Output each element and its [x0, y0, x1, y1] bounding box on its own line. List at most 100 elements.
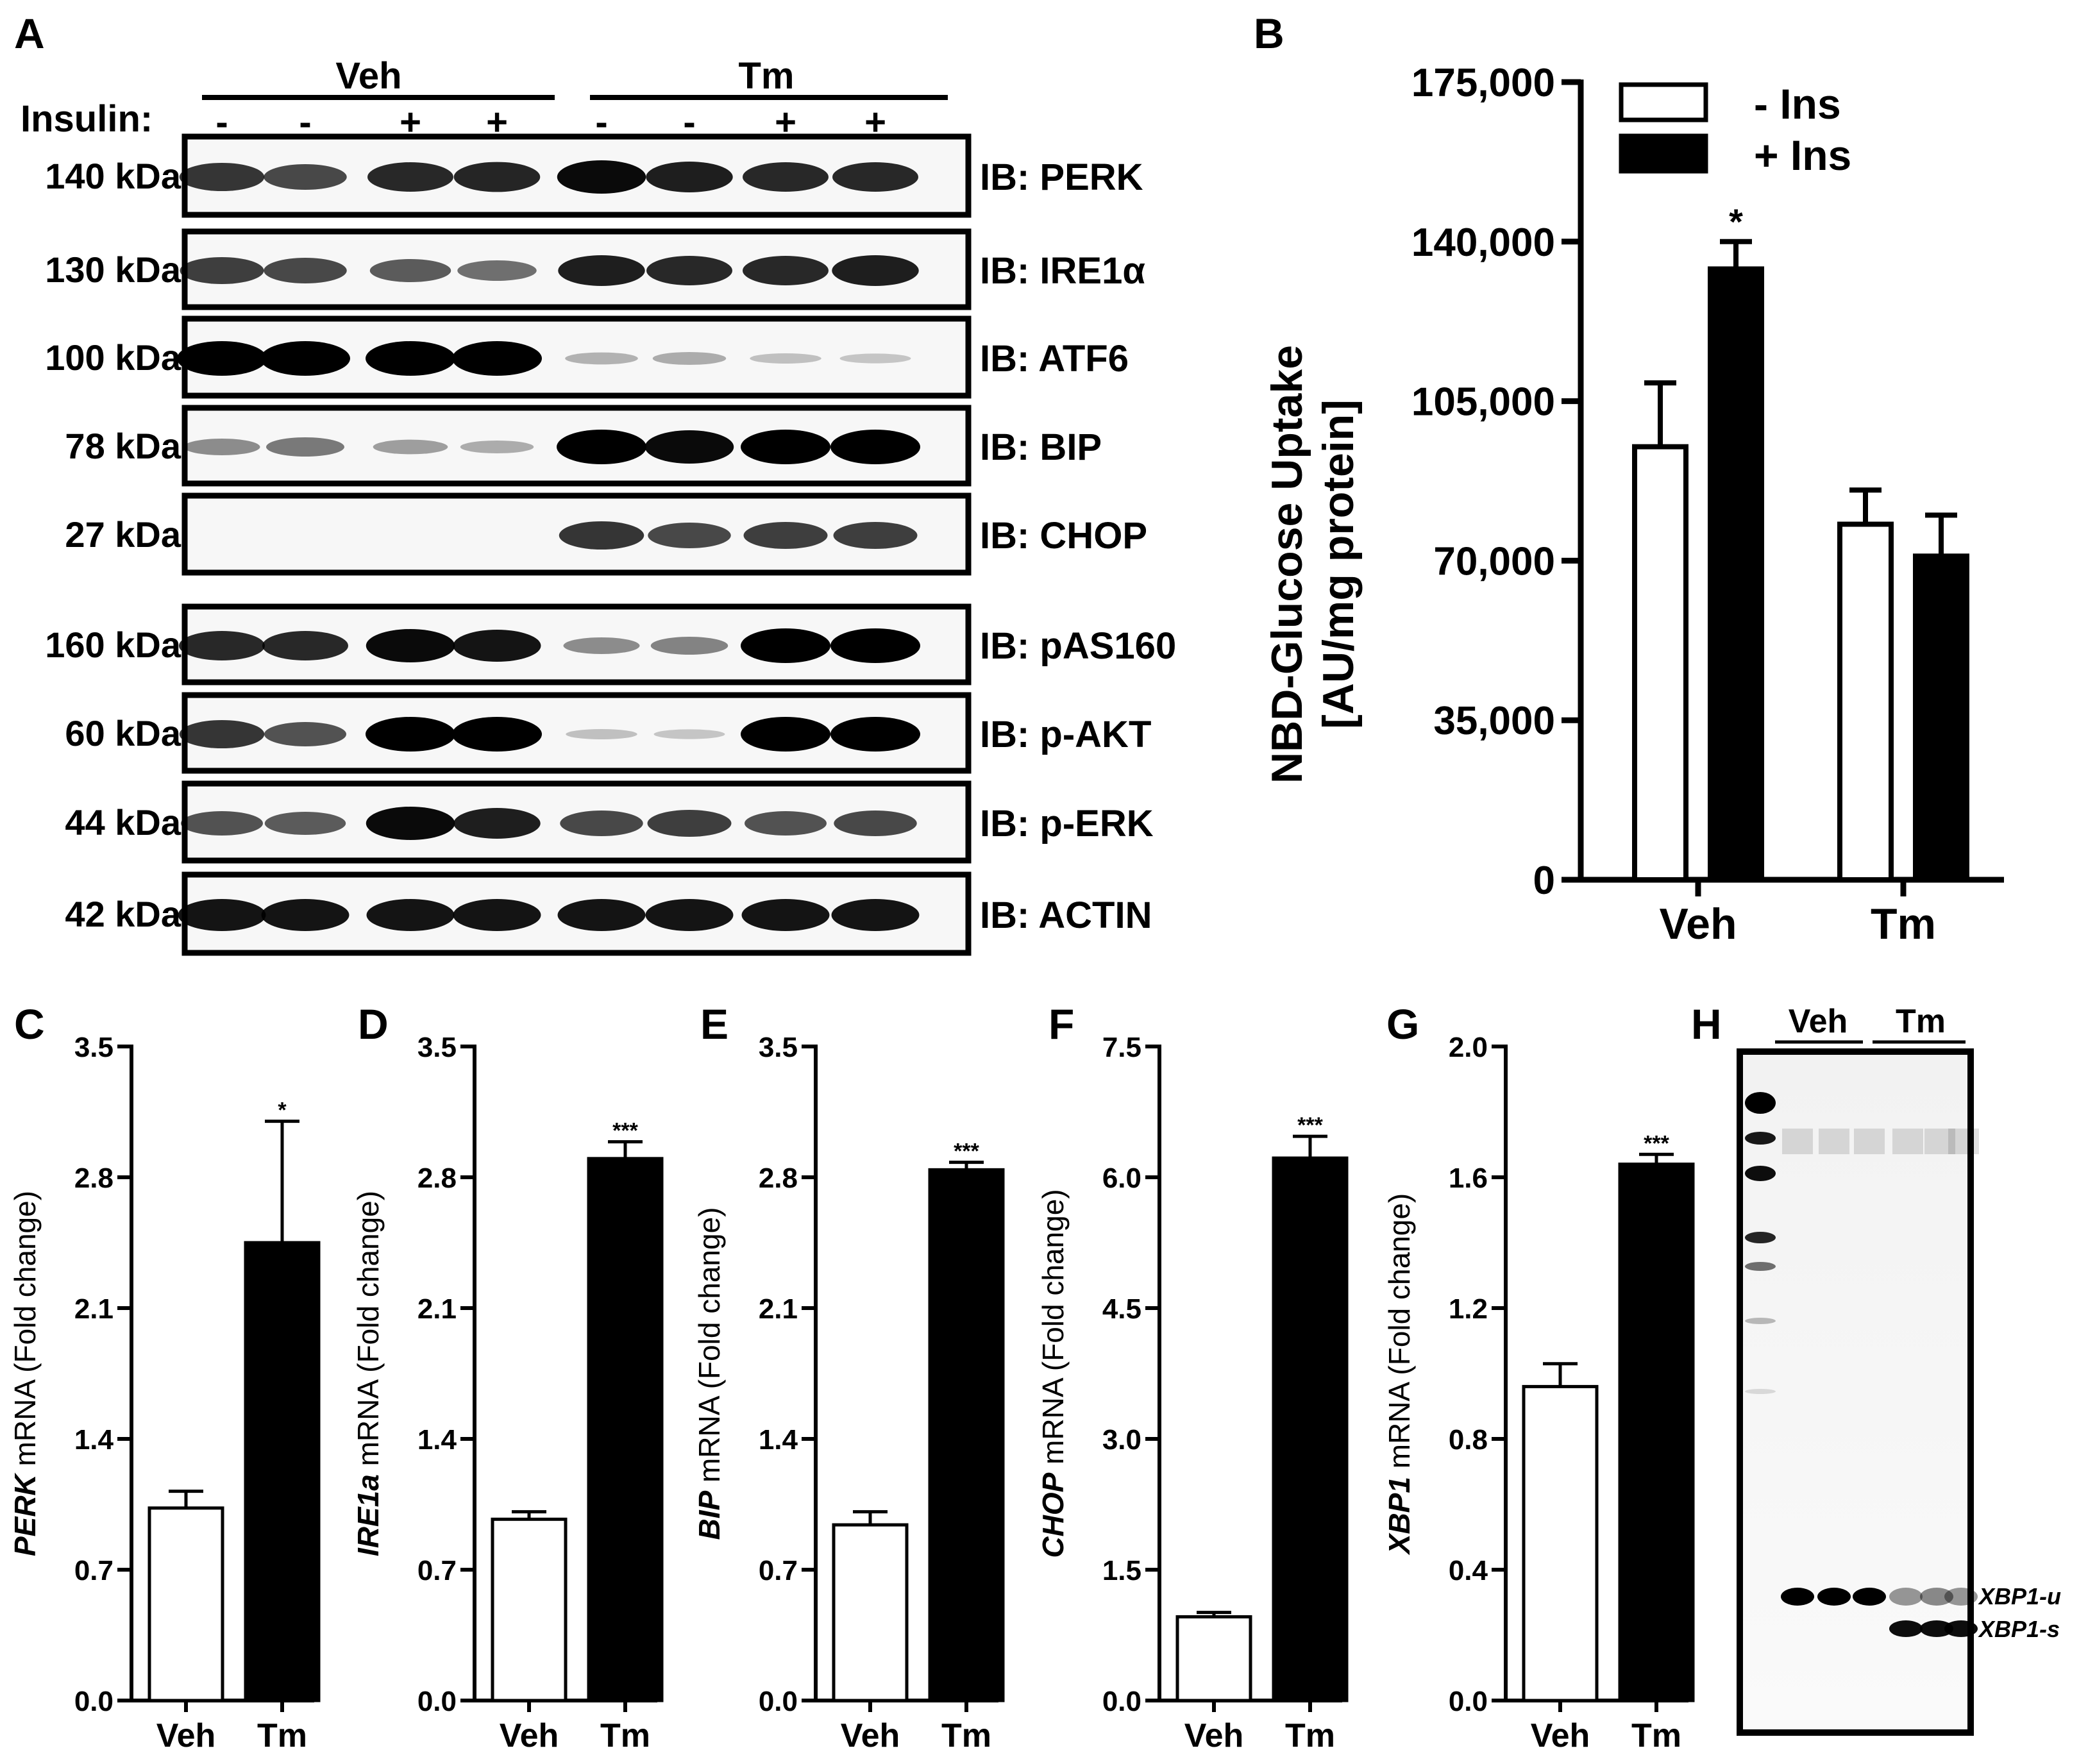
panel-letter-f: F: [1048, 1000, 1074, 1048]
blot-band: [645, 899, 734, 931]
significance-marker: *: [1729, 201, 1743, 242]
y-tick-label: 1.4: [74, 1424, 114, 1456]
insulin-label: Insulin:: [21, 98, 153, 140]
well-smear: [1819, 1129, 1849, 1154]
chart-bars: *: [1632, 201, 1969, 882]
bar-veh: [147, 1506, 224, 1702]
blot-band: [369, 259, 451, 282]
significance-marker: ***: [1297, 1113, 1323, 1138]
blot-band: [373, 439, 448, 455]
y-tick-label: 2.1: [417, 1293, 457, 1325]
blot-band: [266, 437, 344, 457]
x-tick-label-tm: Tm: [257, 1717, 307, 1754]
gel-band-xbp1-u: [1853, 1588, 1886, 1606]
gel-band-xbp1-u: [1817, 1588, 1851, 1606]
blot-band: [366, 899, 455, 931]
blot-size-label: 27 kDa: [65, 514, 181, 555]
blot-band: [366, 807, 455, 840]
y-tick-label: 3.0: [1102, 1424, 1141, 1456]
y-axis-title-gene: BIP: [693, 1490, 726, 1540]
legend-swatch-minus-ins: [1619, 82, 1708, 122]
blot-antibody-label: IB: PERK: [980, 156, 1143, 198]
panel-letter-c: C: [14, 1000, 45, 1048]
blot-size-label: 42 kDa: [65, 894, 181, 934]
y-tick-label: 2.1: [74, 1293, 114, 1325]
blot-row-chop: 27 kDa IB: CHOP: [65, 492, 1147, 576]
blot-band: [563, 637, 640, 654]
blot-band: [264, 258, 347, 283]
x-tick-label-veh: Veh: [1660, 900, 1737, 948]
blot-row-p-akt: 60 kDa IB: p-AKT: [65, 692, 1151, 774]
y-tick-label: 1.4: [417, 1424, 457, 1456]
blot-row-perk: 140 kDa IB: PERK: [45, 133, 1143, 218]
chop-mrna-chart: CHOP mRNA (Fold change) 0.0 1.5 3.0 4.5 6.0 7.…: [1036, 1032, 1349, 1754]
gel-group-label-veh: Veh: [1789, 1003, 1848, 1040]
ire1a-mrna-chart: IRE1a mRNA (Fold change) 0.0 0.7 1.4 2.1 2.8 3…: [351, 1032, 664, 1754]
blot-row-actin: 42 kDa IB: ACTIN: [65, 871, 1152, 956]
blot-antibody-label: IB: CHOP: [980, 515, 1147, 557]
bar-veh: [1522, 1384, 1599, 1702]
y-axis-title: BIP mRNA (Fold change): [693, 1207, 726, 1540]
xbp1-mrna-chart: XBP1 mRNA (Fold change) 0.0 0.4 0.8 1.2 1.6 2.…: [1383, 1032, 1695, 1754]
bar-veh-minus-ins: [1632, 444, 1688, 882]
blot-band: [741, 430, 830, 464]
bar-veh-plus-ins: [1708, 266, 1764, 882]
ladder-band: [1745, 1092, 1776, 1114]
y-tick-label: 35,000: [1433, 699, 1555, 743]
insulin-sign-lane-6: -: [683, 101, 695, 143]
y-axis-title-gene: IRE1a: [351, 1474, 385, 1556]
gel-band-xbp1-u: [1920, 1588, 1953, 1606]
xbp1-splicing-gel: Veh Tm XBP1-u XBP1-s: [1737, 1003, 2061, 1736]
blot-band: [453, 162, 541, 192]
y-tick-label: 4.5: [1102, 1293, 1141, 1325]
blot-band: [743, 162, 829, 192]
well-smear: [1854, 1129, 1885, 1154]
blot-size-label: 60 kDa: [65, 713, 181, 753]
blot-band: [177, 341, 267, 376]
x-tick-label-veh: Veh: [1531, 1717, 1590, 1754]
blot-row-bip: 78 kDa IB: BIP: [65, 405, 1102, 487]
blot-band: [834, 811, 917, 836]
blot-band: [264, 812, 346, 835]
blot-band: [264, 164, 347, 190]
blot-band: [648, 523, 731, 548]
blot-band: [460, 441, 534, 453]
blot-band: [646, 256, 732, 285]
blot-band: [179, 720, 265, 748]
blot-antibody-label: IB: BIP: [980, 426, 1102, 468]
blot-band: [179, 163, 265, 191]
blot-band: [452, 341, 542, 376]
y-axis-title-gene: PERK: [8, 1472, 42, 1556]
blot-band: [453, 630, 541, 662]
well-smear: [1948, 1129, 1979, 1154]
y-tick-label: 1.2: [1449, 1293, 1488, 1325]
x-tick-label-tm: Tm: [600, 1717, 650, 1754]
blot-band: [743, 256, 829, 285]
blot-antibody-label: IB: pAS160: [980, 625, 1176, 667]
y-axis-title-line1: NBD-Glucose Uptake: [1263, 345, 1311, 784]
blot-band: [557, 899, 646, 931]
y-tick-label: 0.0: [1449, 1686, 1488, 1717]
insulin-sign-lane-2: -: [299, 101, 311, 143]
perk-mrna-chart: PERK mRNA (Fold change) 0.0 0.7 1.4 2.1 2.8 3.…: [8, 1032, 321, 1754]
western-blot-panel: Veh Tm Insulin: - - + + - - + + 140 kDa IB: PERK…: [21, 55, 1176, 956]
blot-band: [745, 811, 827, 836]
bar-tm: [244, 1241, 321, 1702]
gel-band-xbp1-u: [1781, 1588, 1814, 1606]
blot-row-ire1: 130 kDa IB: IRE1α: [45, 228, 1145, 310]
blot-size-label: 160 kDa: [45, 625, 181, 665]
blot-band: [179, 631, 265, 660]
legend-label-plus-ins: + Ins: [1754, 131, 1851, 179]
blot-band: [262, 631, 348, 660]
bar-tm: [587, 1157, 664, 1702]
y-axis-title: XBP1 mRNA (Fold change): [1383, 1193, 1416, 1556]
blot-band: [652, 352, 727, 365]
bar-veh: [1175, 1615, 1252, 1702]
well-smear: [1892, 1129, 1923, 1154]
insulin-signs: - - + + - - + +: [215, 101, 886, 143]
blot-band: [830, 628, 920, 663]
y-tick-label: 2.0: [1449, 1032, 1488, 1063]
blot-band: [560, 811, 643, 836]
blot-antibody-label: IB: ACTIN: [980, 895, 1152, 936]
blot-band: [653, 729, 725, 739]
